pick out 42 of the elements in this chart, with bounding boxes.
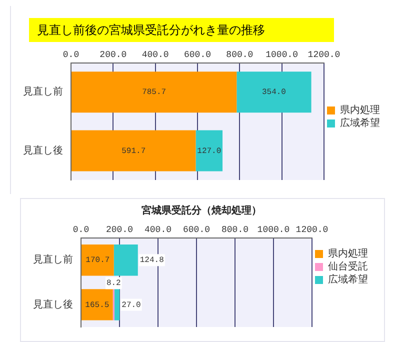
- x-tick-label: 0.0: [72, 224, 90, 235]
- bar: [82, 289, 113, 320]
- x-tick-label: 600.0: [182, 224, 210, 235]
- bar: [72, 72, 237, 113]
- data-label: 785.7: [142, 88, 166, 98]
- x-tick-label: 1000.0: [257, 224, 290, 235]
- x-tick-label: 400.0: [144, 224, 172, 235]
- x-tick-label: 1000.0: [266, 50, 298, 60]
- x-tick-label: 400.0: [142, 50, 169, 60]
- bar: [236, 72, 312, 113]
- y-tick-label: 見直し後: [33, 298, 73, 310]
- legend-label: 県内処理: [328, 248, 368, 260]
- y-tick-label: 見直し前: [33, 254, 73, 266]
- data-label: 354.0: [262, 88, 286, 98]
- bar: [114, 244, 138, 276]
- data-label: 127.0: [197, 146, 222, 156]
- data-label: 170.7: [86, 256, 110, 266]
- legend-label: 県内処理: [340, 104, 380, 116]
- y-tick-label: 見直し後: [23, 144, 63, 156]
- chart-title: 宮城県受託分（焼却処理）: [142, 204, 262, 217]
- bar: [72, 130, 196, 172]
- legend-label: 広域希望: [340, 117, 380, 130]
- bar: [196, 130, 223, 172]
- legend-label: 仙台受託: [328, 260, 368, 273]
- x-tick-label: 600.0: [184, 50, 212, 60]
- x-tick-label: 200.0: [100, 50, 127, 60]
- bar: [114, 289, 120, 320]
- x-tick-label: 1200.0: [308, 50, 340, 60]
- y-tick-label: 見直し前: [23, 86, 63, 98]
- chart-title: 見直し前後の宮城県受託分がれき量の推移: [29, 18, 334, 42]
- x-tick-label: 200.0: [106, 224, 134, 235]
- x-tick-label: 1200.0: [296, 224, 328, 235]
- data-label: 8.2: [106, 279, 122, 288]
- legend-label: 広域希望: [328, 274, 368, 286]
- x-tick-label: 0.0: [62, 50, 80, 60]
- data-label: 27.0: [122, 300, 142, 310]
- x-tick-label: 800.0: [226, 50, 254, 60]
- data-label: 124.8: [140, 256, 164, 266]
- data-label: 165.5: [85, 300, 110, 310]
- data-label: 591.7: [122, 146, 146, 156]
- bar: [82, 244, 114, 276]
- x-tick-label: 800.0: [221, 224, 249, 235]
